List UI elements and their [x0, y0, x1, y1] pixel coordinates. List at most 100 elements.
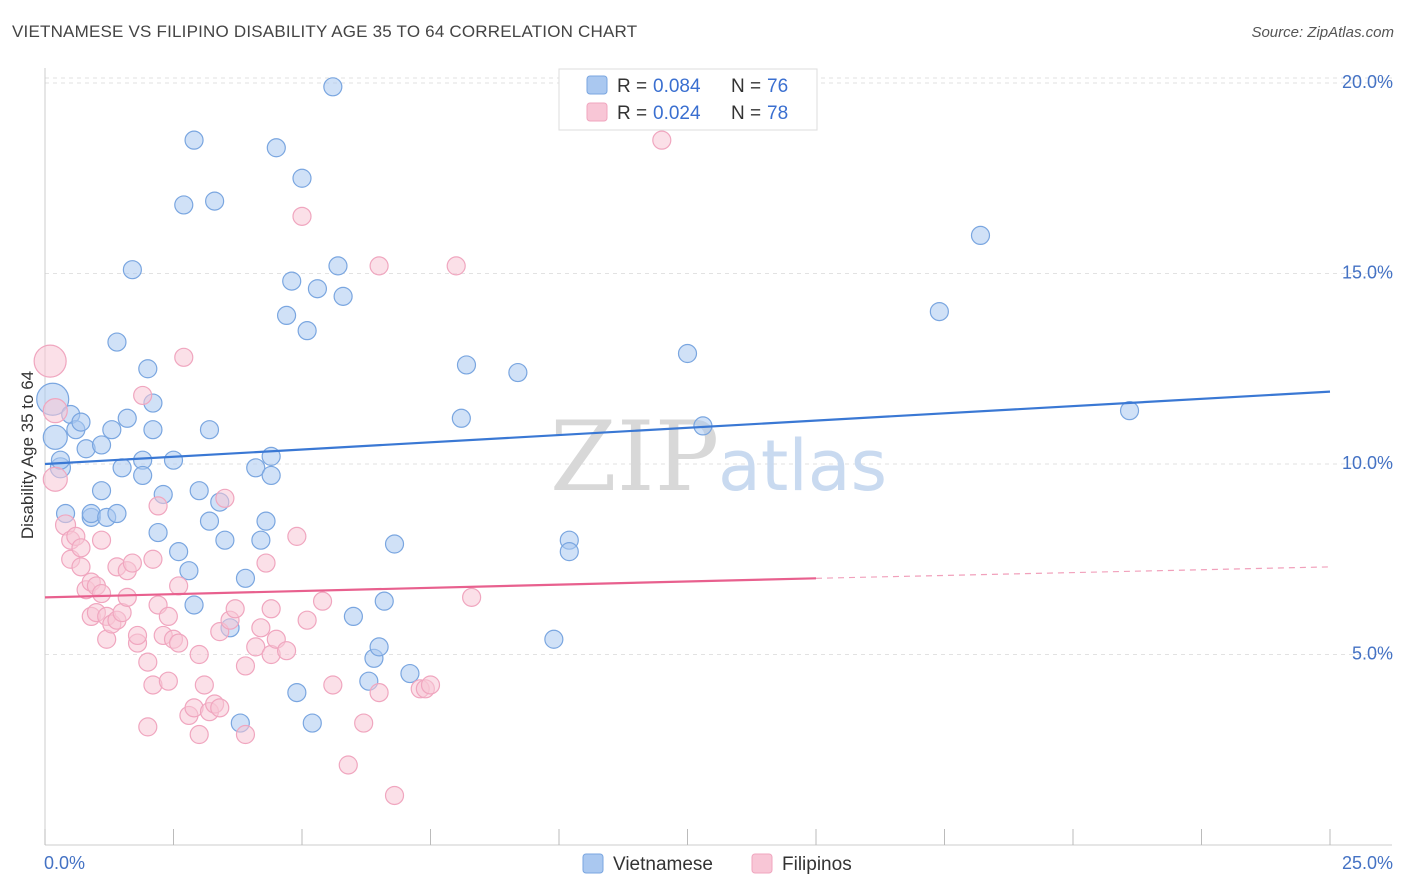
point-filipinos-71 [384, 785, 405, 806]
point-vietnamese-54 [307, 279, 328, 299]
point-filipinos-75 [446, 256, 466, 276]
point-vietnamese-42 [246, 458, 266, 478]
point-vietnamese-15 [102, 420, 122, 440]
point-vietnamese-45 [261, 465, 281, 486]
point-filipinos-76 [462, 587, 482, 607]
point-filipinos-70 [369, 256, 389, 276]
point-filipinos-29 [138, 717, 158, 737]
chart-title: VIETNAMESE VS FILIPINO DISABILITY AGE 35… [12, 22, 638, 41]
legend-r-value-filipinos: 0.024 [653, 103, 701, 124]
point-filipinos-64 [297, 610, 317, 630]
data-points [33, 77, 1140, 806]
point-filipinos-35 [158, 671, 178, 691]
y-tick-label-0: 5.0% [1352, 644, 1393, 664]
point-filipinos-0 [33, 344, 67, 378]
point-vietnamese-53 [302, 713, 322, 733]
point-vietnamese-34 [199, 511, 220, 531]
point-filipinos-62 [287, 526, 307, 546]
point-filipinos-7 [71, 557, 91, 577]
point-filipinos-36 [158, 606, 178, 627]
legend-n-label-vietnamese: N = [731, 76, 761, 97]
point-vietnamese-19 [122, 260, 142, 280]
point-vietnamese-28 [169, 542, 189, 562]
point-vietnamese-25 [148, 522, 168, 543]
point-filipinos-23 [117, 587, 137, 607]
series-legend-swatch-filipinos [751, 853, 773, 874]
series-legend: Vietnamese Filipinos [582, 853, 852, 875]
point-filipinos-65 [312, 591, 333, 611]
point-vietnamese-32 [184, 595, 204, 615]
watermark: ZIP atlas [550, 401, 887, 513]
point-vietnamese-61 [369, 637, 389, 657]
point-vietnamese-33 [189, 481, 209, 501]
legend-r-label-filipinos: R = [617, 103, 647, 124]
point-filipinos-45 [194, 675, 214, 695]
point-filipinos-32 [148, 496, 168, 516]
trend-line-vietnamese [44, 390, 1331, 466]
series-legend-swatch-vietnamese [582, 853, 604, 874]
legend-swatch-vietnamese [586, 75, 608, 95]
legend-swatch-filipinos [586, 102, 608, 122]
point-vietnamese-73 [929, 302, 949, 322]
point-vietnamese-35 [199, 420, 220, 440]
point-filipinos-54 [235, 724, 256, 745]
point-filipinos-31 [143, 549, 163, 569]
point-filipinos-39 [169, 576, 189, 596]
point-vietnamese-31 [184, 130, 204, 150]
point-filipinos-77 [652, 130, 672, 150]
point-vietnamese-8 [91, 435, 112, 455]
point-vietnamese-43 [251, 530, 271, 550]
point-filipinos-28 [138, 652, 158, 672]
point-vietnamese-3 [50, 450, 71, 470]
point-filipinos-2 [42, 466, 68, 492]
trend-line-dashed-filipinos [815, 566, 1331, 579]
point-vietnamese-56 [328, 256, 348, 276]
point-filipinos-61 [276, 641, 297, 661]
y-tick-label-3: 20.0% [1342, 72, 1393, 92]
point-filipinos-67 [338, 755, 358, 775]
point-vietnamese-22 [138, 359, 158, 379]
point-filipinos-8 [71, 538, 91, 558]
point-vietnamese-41 [235, 568, 256, 588]
point-vietnamese-38 [215, 530, 235, 550]
point-filipinos-52 [225, 599, 245, 619]
point-filipinos-66 [323, 675, 343, 695]
point-vietnamese-17 [117, 408, 137, 428]
point-filipinos-1 [42, 398, 68, 424]
x-tick-label-0: 0.0% [44, 853, 85, 873]
point-filipinos-55 [246, 637, 266, 657]
point-filipinos-69 [369, 682, 389, 703]
point-vietnamese-29 [174, 195, 194, 215]
watermark-atlas: atlas [718, 425, 887, 507]
point-filipinos-27 [133, 385, 153, 406]
point-filipinos-24 [122, 553, 142, 573]
point-filipinos-15 [91, 530, 112, 550]
y-tick-label-1: 10.0% [1342, 453, 1393, 473]
point-vietnamese-44 [256, 511, 276, 531]
point-vietnamese-66 [456, 355, 477, 375]
point-filipinos-63 [292, 206, 312, 226]
x-tick-label-1: 25.0% [1342, 853, 1393, 873]
point-filipinos-38 [169, 633, 189, 653]
gridlines [45, 77, 1392, 655]
point-filipinos-26 [127, 625, 148, 646]
point-vietnamese-71 [677, 343, 698, 364]
point-filipinos-68 [354, 713, 374, 733]
point-vietnamese-58 [343, 606, 363, 627]
point-filipinos-56 [251, 618, 271, 638]
point-vietnamese-27 [163, 450, 184, 470]
legend-n-value-filipinos: 78 [767, 103, 788, 124]
legend-r-value-vietnamese: 0.084 [653, 76, 701, 97]
point-filipinos-74 [420, 675, 441, 695]
point-vietnamese-55 [323, 77, 343, 97]
point-vietnamese-67 [508, 362, 528, 383]
point-vietnamese-62 [374, 591, 394, 611]
point-vietnamese-51 [292, 168, 312, 188]
source-credit: Source: ZipAtlas.com [1251, 24, 1394, 41]
point-vietnamese-57 [333, 286, 353, 306]
point-vietnamese-21 [133, 465, 153, 486]
watermark-zip: ZIP [550, 401, 719, 513]
point-vietnamese-50 [287, 682, 307, 703]
point-filipinos-40 [174, 347, 194, 367]
